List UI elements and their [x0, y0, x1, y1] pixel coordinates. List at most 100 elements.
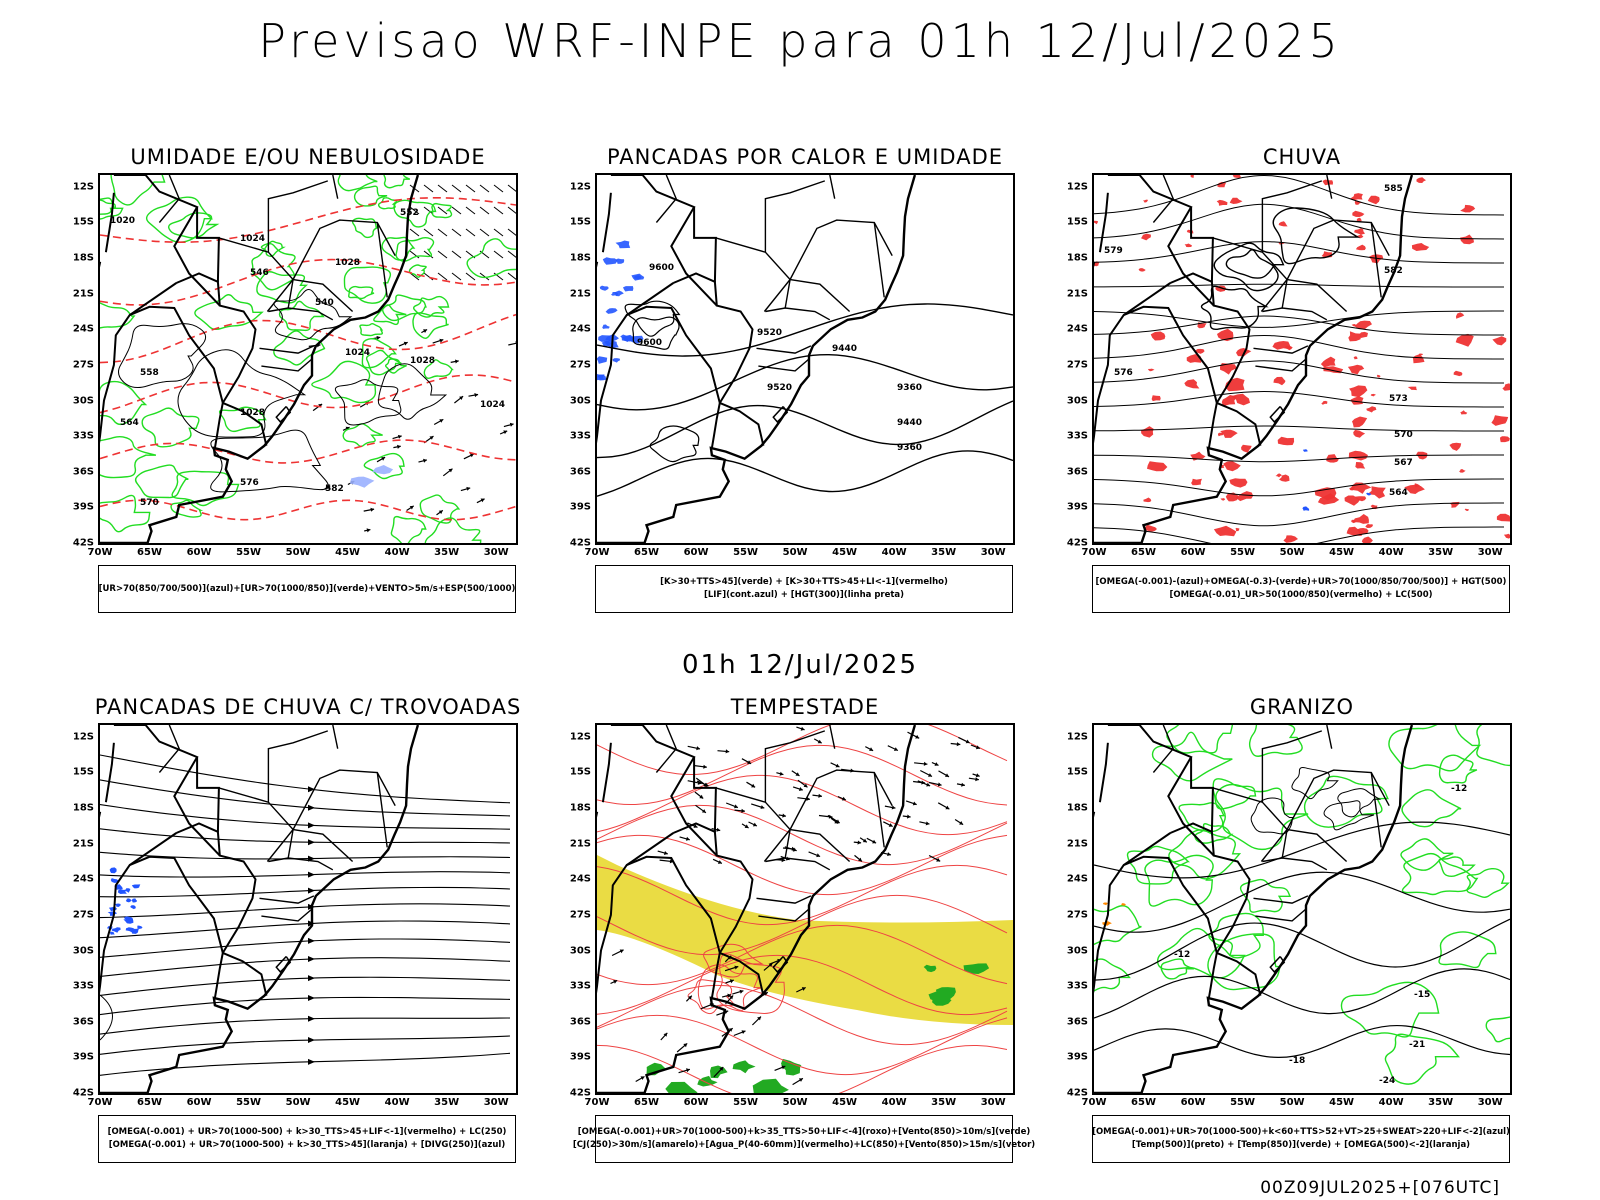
wind-vector — [465, 228, 476, 237]
lat-tick-label: 18S — [1066, 802, 1088, 814]
lon-tick-label: 60W — [1180, 547, 1206, 558]
hgt300-contour — [597, 450, 1013, 497]
wind-vector-head — [619, 949, 624, 954]
rain-area — [1460, 410, 1468, 415]
temp500-contour — [1094, 1024, 1510, 1059]
rain-area — [1355, 462, 1366, 469]
rain-area — [1354, 228, 1365, 235]
lat-tick-label: 27S — [1066, 909, 1088, 921]
country-border — [100, 305, 224, 444]
panel-title: TEMPESTADE — [730, 695, 880, 719]
wind-vector — [451, 228, 462, 237]
legend-box: [OMEGA(-0.001) + UR>70(1000-500) + k>30_… — [98, 1115, 516, 1163]
lat-tick-label: 27S — [72, 359, 94, 371]
wind-vector-head — [703, 764, 707, 769]
state-border — [1326, 725, 1333, 749]
wind-vector-head — [734, 804, 738, 809]
lon-tick-label: 55W — [733, 547, 759, 558]
rain-area — [1356, 528, 1369, 535]
latitude-axis: 12S 15S 18S 21S 24S 27S 30S 33S 36S 39S 42S — [68, 173, 98, 548]
rain-area — [1235, 491, 1254, 502]
lat-tick-label: 18S — [1066, 252, 1088, 264]
humidity-contour — [390, 515, 427, 543]
temp500-contour — [1094, 871, 1510, 933]
state-border — [784, 278, 851, 313]
lat-tick-label: 30S — [72, 395, 94, 407]
wind-vector-head — [376, 335, 381, 340]
wind-vector-head — [926, 782, 931, 787]
temp850-contour — [1208, 912, 1264, 959]
country-border — [710, 402, 721, 449]
streamline — [1094, 283, 1504, 288]
wind-vector-head — [455, 359, 459, 364]
contour-label: -18 — [1289, 1056, 1305, 1066]
wind-vector — [451, 184, 462, 193]
lat-tick-label: 27S — [569, 359, 591, 371]
lagoon-outline — [275, 405, 292, 423]
lat-tick-label: 36S — [72, 1016, 94, 1028]
streamline — [1094, 175, 1505, 216]
streamline — [100, 994, 113, 1041]
humidity-contour — [134, 464, 189, 499]
lif-contour — [598, 335, 611, 342]
rain-area — [1232, 175, 1241, 179]
lon-tick-label: 45W — [832, 547, 858, 558]
wind-vector-head — [439, 419, 444, 423]
legend-text: [CJ(250)>30m/s](amarelo)+[Agua_P(40-60mm… — [572, 1140, 1036, 1150]
lat-tick-label: 33S — [72, 430, 94, 442]
rain-area — [1141, 233, 1151, 241]
lon-tick-label: 45W — [832, 1097, 858, 1108]
wind-vector-head — [685, 836, 690, 841]
lat-tick-label: 12S — [569, 181, 591, 193]
streamline — [100, 886, 511, 898]
lat-tick-label: 30S — [569, 945, 591, 957]
wind-vector-head — [959, 821, 964, 825]
humidity-contour — [100, 197, 124, 220]
thickness-contour — [100, 197, 516, 243]
country-border — [601, 742, 612, 803]
run-info: 00Z09JUL2025+[076UTC] — [1260, 1178, 1500, 1198]
wind-vector — [437, 272, 448, 281]
hgt500-contour — [1200, 285, 1269, 331]
streamline — [1094, 454, 1504, 463]
lat-tick-label: 39S — [569, 1051, 591, 1063]
lat-tick-label: 24S — [72, 323, 94, 335]
wind-vector-head — [798, 1078, 803, 1082]
lon-tick-label: 40W — [384, 1097, 410, 1108]
pressure-contour — [177, 349, 307, 438]
wind-vector-head — [835, 763, 840, 768]
map-frame — [595, 723, 1015, 1095]
map-canvas: 1020 1024 1028 1024 1028 1028 1024 564 570 576 582… — [100, 175, 516, 543]
lat-tick-label: 33S — [569, 980, 591, 992]
temp850-contour — [1438, 931, 1497, 969]
rain-area — [1144, 524, 1157, 532]
humidity-contour — [145, 196, 214, 243]
rain-area — [1349, 385, 1368, 398]
lat-tick-label: 42S — [569, 1087, 591, 1099]
wind-vector — [465, 206, 476, 215]
rain-area — [1491, 415, 1509, 426]
map-frame — [98, 723, 518, 1095]
temp850-contour — [1168, 829, 1242, 880]
wind-vector — [479, 272, 490, 281]
streamline-850 — [597, 954, 1008, 1016]
wind-vector-head — [834, 819, 839, 824]
lif-contour — [602, 257, 618, 265]
country-border — [113, 175, 221, 307]
rain-area — [1348, 331, 1362, 342]
lat-tick-label: 36S — [569, 466, 591, 478]
state-border — [261, 908, 313, 922]
lat-tick-label: 21S — [569, 288, 591, 300]
legend-box: [OMEGA(-0.001)+UR>70(1000-500)+k>35_TTS>… — [573, 1115, 1035, 1163]
state-border — [789, 769, 893, 830]
rain-area — [1220, 363, 1237, 375]
country-border — [222, 951, 268, 996]
state-border — [267, 730, 329, 803]
lon-tick-label: 30W — [483, 1097, 509, 1108]
wind-vector-head — [937, 782, 942, 787]
wind-vector-head — [696, 746, 700, 751]
streamline-arrow — [308, 1037, 315, 1044]
coastline — [100, 175, 420, 543]
pressure-contour — [117, 323, 207, 389]
temp850-contour — [1438, 856, 1476, 878]
